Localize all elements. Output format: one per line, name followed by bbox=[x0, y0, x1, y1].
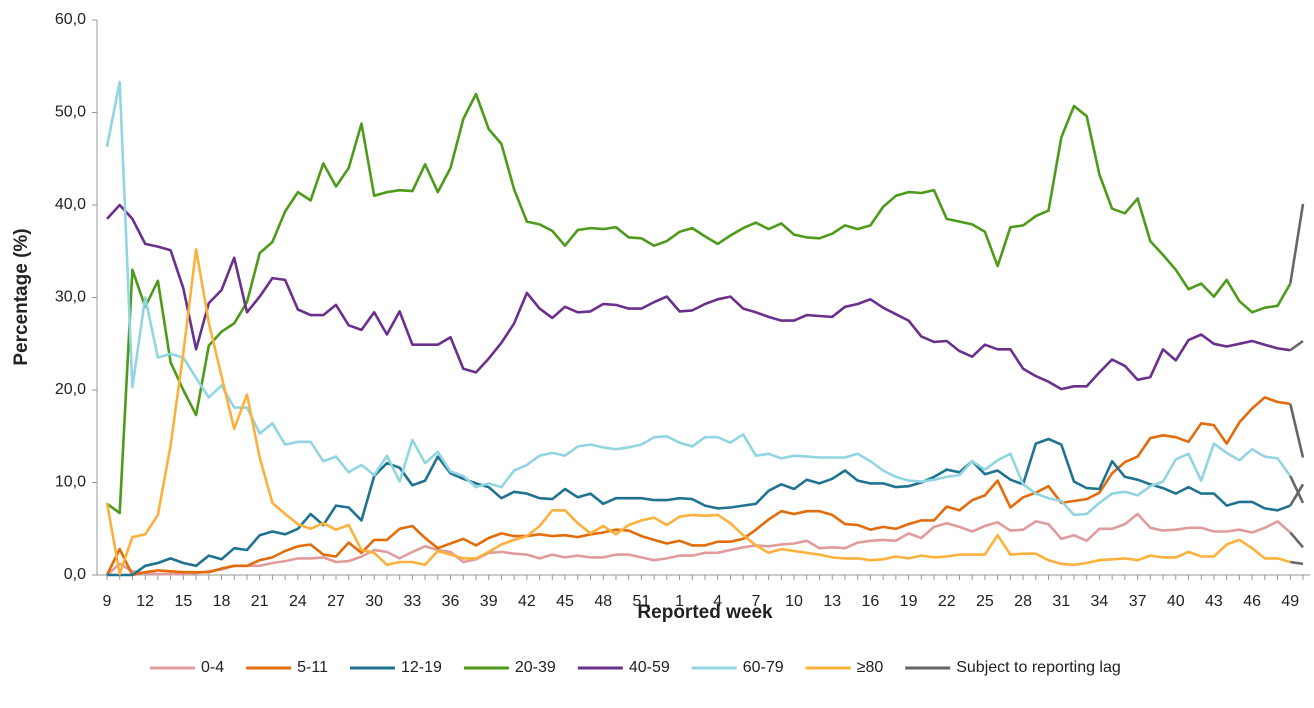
lag-line bbox=[1289, 475, 1305, 504]
legend-label: 12-19 bbox=[401, 659, 442, 676]
x-tick-label: 34 bbox=[1091, 593, 1109, 610]
x-tick-label: 4 bbox=[713, 593, 722, 610]
x-tick-label: 36 bbox=[442, 593, 460, 610]
x-tick-label: 25 bbox=[976, 593, 994, 610]
x-tick-label: 22 bbox=[938, 593, 956, 610]
y-tick-label: 20,0 bbox=[55, 381, 86, 398]
y-axis-title: Percentage (%) bbox=[11, 228, 32, 365]
y-tick-label: 30,0 bbox=[55, 289, 86, 306]
x-tick-label: 31 bbox=[1052, 593, 1070, 610]
lag-line bbox=[1289, 483, 1305, 507]
x-tick-label: 10 bbox=[785, 593, 803, 610]
x-tick-label: 15 bbox=[174, 593, 192, 610]
series-line bbox=[107, 437, 1291, 577]
x-tick-label: 7 bbox=[751, 593, 760, 610]
x-tick-label: 48 bbox=[594, 593, 612, 610]
series-line bbox=[106, 92, 1292, 515]
legend-label: Subject to reporting lag bbox=[956, 659, 1121, 676]
series-line bbox=[105, 248, 1291, 576]
x-tick-label: 51 bbox=[632, 593, 650, 610]
lag-line bbox=[1290, 560, 1304, 566]
x-tick-label: 37 bbox=[1129, 593, 1147, 610]
x-tick-label: 42 bbox=[518, 593, 536, 610]
x-tick-label: 19 bbox=[900, 593, 918, 610]
lag-line bbox=[1289, 403, 1305, 458]
series-line bbox=[106, 203, 1291, 391]
legend-label: ≥80 bbox=[857, 659, 884, 676]
x-tick-label: 18 bbox=[213, 593, 231, 610]
x-tick-label: 33 bbox=[403, 593, 421, 610]
y-tick-label: 0,0 bbox=[64, 566, 86, 583]
x-tick-label: 46 bbox=[1243, 593, 1261, 610]
y-tick-label: 40,0 bbox=[55, 196, 86, 213]
x-tick-label: 49 bbox=[1281, 593, 1299, 610]
x-tick-label: 45 bbox=[556, 593, 574, 610]
legend-label: 40-59 bbox=[629, 659, 670, 676]
x-tick-label: 21 bbox=[251, 593, 269, 610]
legend-label: 20-39 bbox=[515, 659, 556, 676]
x-tick-label: 30 bbox=[365, 593, 383, 610]
x-tick-label: 39 bbox=[480, 593, 498, 610]
x-tick-label: 43 bbox=[1205, 593, 1223, 610]
series-line bbox=[105, 80, 1292, 517]
x-tick-label: 27 bbox=[327, 593, 345, 610]
lag-line bbox=[1289, 531, 1304, 549]
series-line bbox=[106, 512, 1292, 576]
y-tick-label: 10,0 bbox=[55, 474, 86, 491]
series-line bbox=[105, 396, 1291, 577]
lag-line bbox=[1289, 203, 1305, 284]
y-tick-label: 50,0 bbox=[55, 104, 86, 121]
x-tick-label: 13 bbox=[823, 593, 841, 610]
x-tick-label: 24 bbox=[289, 593, 307, 610]
legend-label: 60-79 bbox=[743, 659, 784, 676]
lag-line bbox=[1289, 339, 1304, 352]
y-tick-label: 60,0 bbox=[55, 11, 86, 28]
x-tick-label: 16 bbox=[862, 593, 880, 610]
x-tick-label: 9 bbox=[103, 593, 112, 610]
x-tick-label: 40 bbox=[1167, 593, 1185, 610]
x-tick-label: 12 bbox=[136, 593, 154, 610]
x-tick-label: 1 bbox=[675, 593, 684, 610]
x-axis-title: Reported week bbox=[637, 602, 773, 623]
legend-label: 5-11 bbox=[297, 659, 328, 676]
x-tick-label: 28 bbox=[1014, 593, 1032, 610]
legend-label: 0-4 bbox=[201, 659, 224, 676]
